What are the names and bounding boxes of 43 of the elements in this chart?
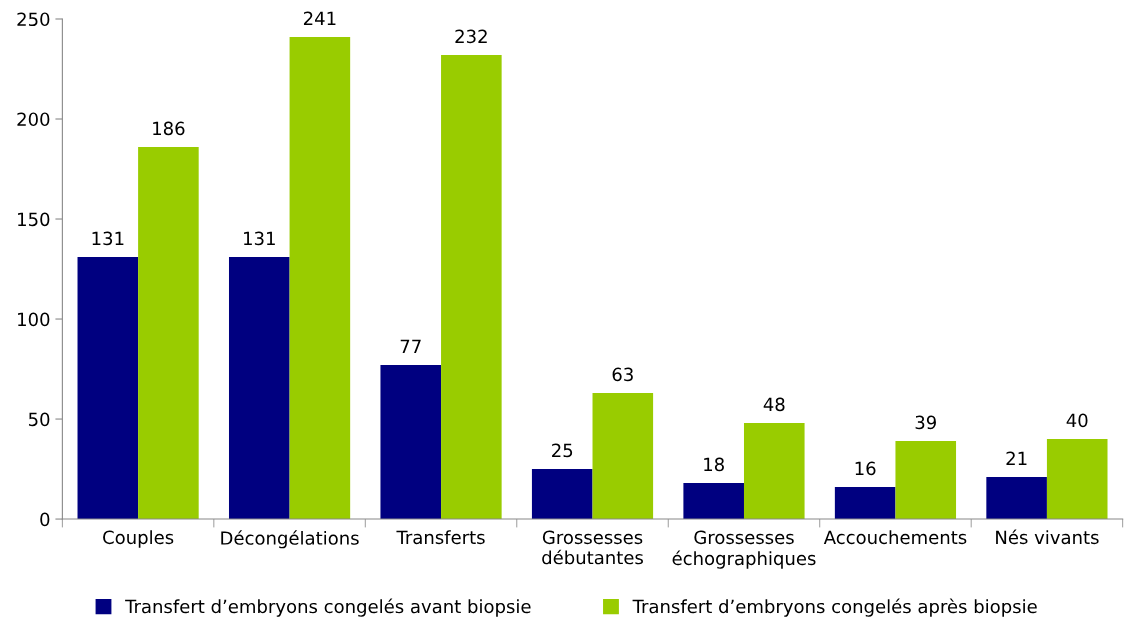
- bar: [743, 423, 805, 520]
- x-tick-label: Décongélations: [221, 530, 359, 549]
- x-tick-label: Nés vivants: [996, 529, 1099, 545]
- y-tick-label: 250: [17, 12, 50, 27]
- data-label: 21: [1006, 451, 1027, 465]
- bar: [683, 483, 744, 520]
- bar: [592, 393, 654, 520]
- y-tick-label: 0: [40, 512, 50, 527]
- legend-label: Transfert d’embryons congelés après biopsie: [632, 598, 1037, 617]
- data-label: 186: [153, 121, 185, 136]
- data-label: 40: [1066, 413, 1088, 428]
- y-tick-label: 200: [17, 112, 50, 127]
- data-label: 131: [244, 231, 275, 246]
- x-tick-label: Couples: [103, 530, 174, 548]
- y-tick-label: 150: [18, 212, 50, 227]
- x-tick-label: Accouchements: [823, 530, 967, 545]
- data-label: 77: [400, 339, 421, 353]
- x-tick-label: Grossesses échographiques: [672, 530, 816, 569]
- bar: [1046, 439, 1108, 520]
- data-label: 63: [612, 367, 633, 382]
- data-label: 131: [92, 231, 124, 246]
- bar: [289, 36, 351, 520]
- data-label: 48: [763, 397, 785, 412]
- bar: [441, 55, 502, 520]
- bar: [138, 147, 199, 520]
- data-label: 18: [704, 457, 724, 472]
- bar: [986, 477, 1047, 520]
- data-label: 39: [915, 415, 936, 430]
- y-tick-label: 50: [28, 412, 50, 427]
- data-label: 16: [855, 461, 876, 476]
- data-label: 25: [552, 443, 573, 458]
- bar: [380, 365, 442, 520]
- legend-label: Transfert d’embryons congelés avant biopsie: [125, 598, 531, 617]
- x-tick-label: Grossesses débutantes: [542, 530, 643, 565]
- x-tick-label: Transferts: [396, 530, 485, 545]
- data-label: 232: [455, 29, 487, 44]
- bar: [895, 441, 957, 520]
- bar: [531, 469, 593, 520]
- bar: [228, 257, 290, 520]
- data-label: 241: [303, 11, 336, 25]
- bar: [77, 257, 139, 520]
- bar: [834, 487, 896, 520]
- y-tick-label: 100: [18, 312, 50, 327]
